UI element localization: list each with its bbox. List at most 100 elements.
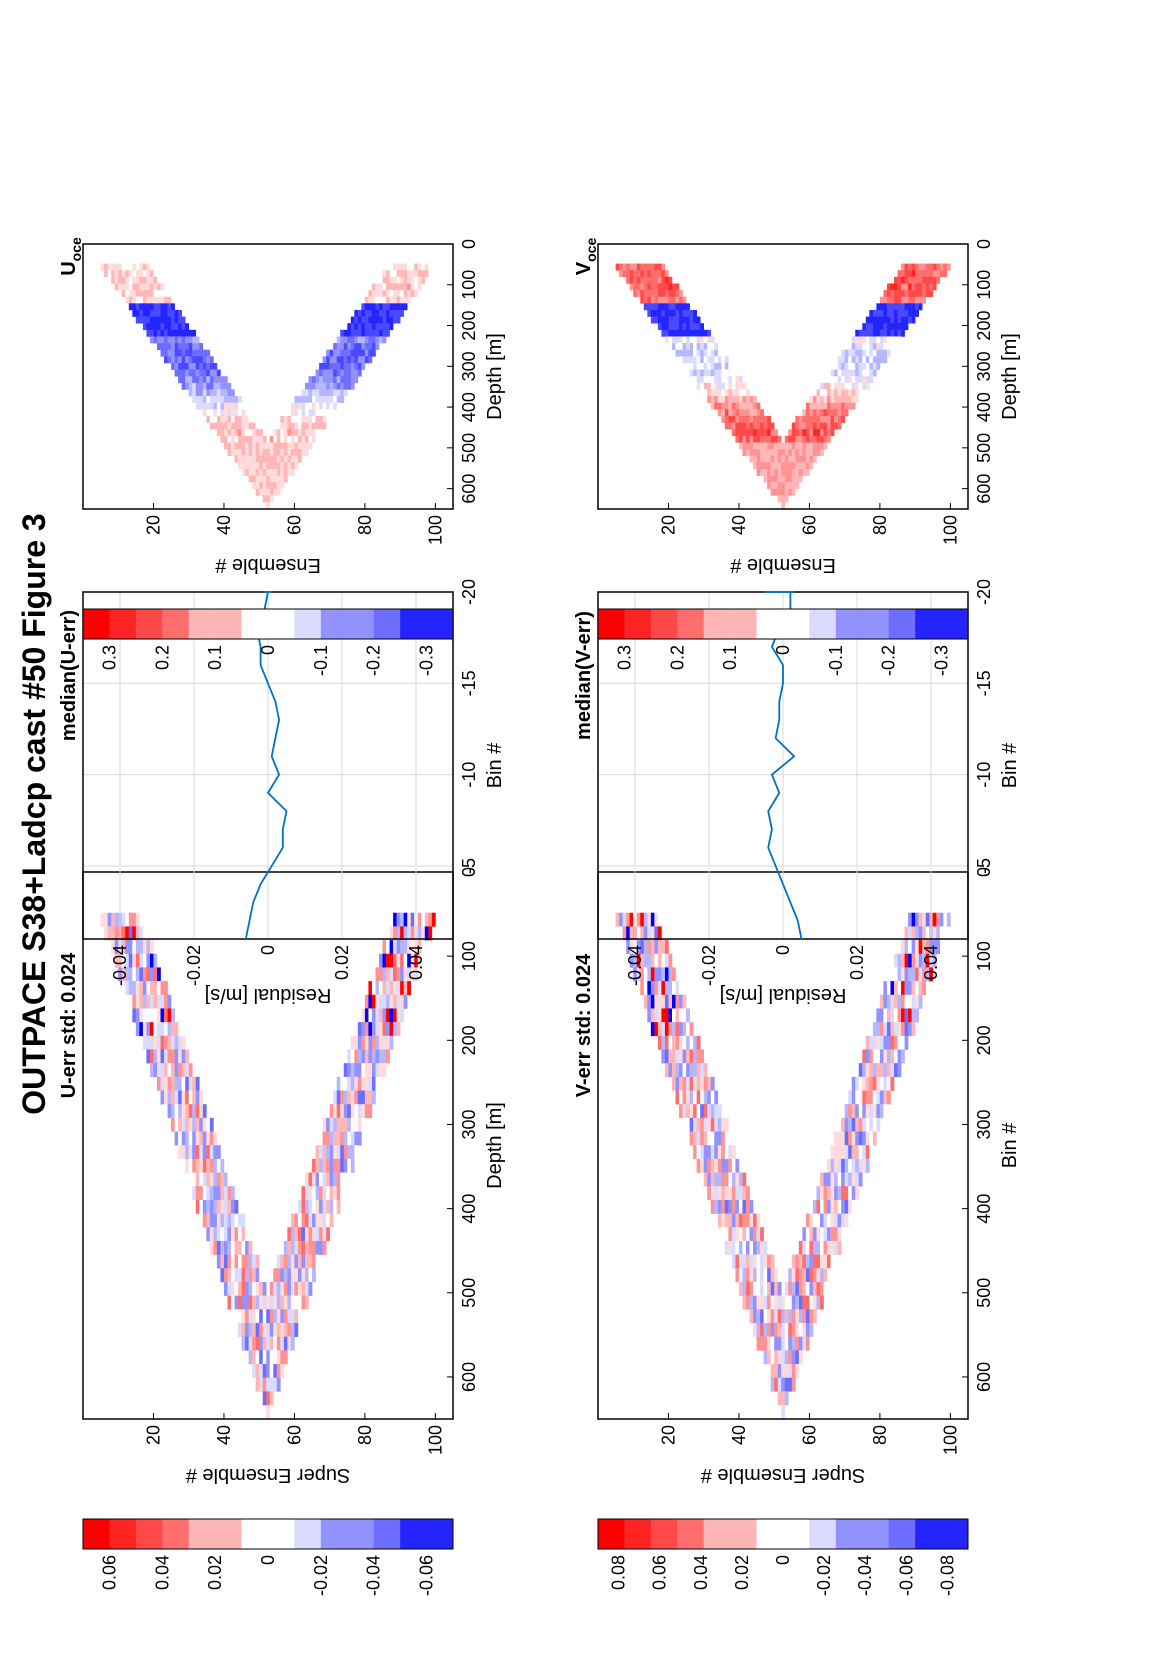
colorbar-cell — [888, 609, 916, 639]
heatmap-cell — [865, 1035, 870, 1050]
heatmap-cell — [347, 343, 352, 350]
heatmap-cell — [276, 435, 281, 443]
heatmap-cell — [417, 940, 422, 955]
heatmap-cell — [379, 1063, 383, 1078]
heatmap-cell — [192, 1090, 197, 1105]
heatmap-cell — [682, 323, 687, 331]
panel-title: Voce — [573, 238, 599, 276]
heatmap-cell — [350, 1117, 355, 1132]
heatmap-cell — [393, 303, 397, 311]
heatmap-cell — [894, 1022, 898, 1037]
heatmap-cell — [816, 1281, 821, 1296]
heatmap-cell — [185, 349, 190, 357]
heatmap-cell — [858, 1076, 863, 1091]
heatmap-cell — [788, 435, 793, 443]
heatmap-cell — [798, 1309, 803, 1324]
heatmap-cell — [735, 429, 740, 437]
heatmap-cell — [153, 1035, 158, 1050]
heatmap-cell — [703, 382, 708, 390]
heatmap-cell — [181, 1117, 186, 1132]
heatmap-cell — [276, 1281, 281, 1296]
heatmap-cell — [305, 1268, 309, 1283]
heatmap-cell — [329, 362, 334, 370]
heatmap-cell — [220, 429, 225, 437]
colorbar-tick-label: 0.2 — [152, 645, 172, 670]
heatmap-cell — [643, 263, 648, 271]
heatmap-cell — [795, 462, 800, 470]
heatmap-cell — [922, 270, 927, 278]
heatmap-cell — [375, 1049, 380, 1064]
heatmap-cell — [816, 1213, 821, 1228]
y-axis-label: Bin # — [999, 742, 1021, 788]
heatmap-cell — [167, 1076, 172, 1091]
heatmap-cell — [943, 270, 948, 278]
heatmap-cell — [735, 415, 740, 423]
heatmap-cell — [371, 1049, 376, 1064]
heatmap-cell — [717, 1158, 722, 1173]
heatmap-cell — [689, 369, 694, 377]
heatmap-cell — [862, 1090, 867, 1105]
heatmap-cell — [290, 1254, 295, 1269]
heatmap-cell — [216, 1213, 221, 1228]
heatmap-cell — [294, 462, 299, 470]
heatmap-cell — [188, 1172, 193, 1187]
heatmap-cell — [199, 1131, 204, 1146]
heatmap-cell — [333, 356, 338, 364]
heatmap-cell — [326, 415, 330, 423]
heatmap-cell — [315, 1186, 320, 1201]
heatmap-cell — [791, 1350, 796, 1365]
heatmap-cell — [121, 290, 126, 297]
heatmap-cell — [717, 402, 722, 410]
heatmap-cell — [805, 409, 810, 417]
heatmap-cell — [364, 303, 369, 311]
heatmap-cell — [132, 290, 137, 297]
heatmap-cell — [160, 1022, 165, 1037]
heatmap-cell — [403, 290, 408, 297]
heatmap-cell — [368, 1049, 373, 1064]
heatmap-cell — [382, 276, 387, 284]
heatmap-cell — [837, 415, 842, 423]
heatmap-cell — [805, 422, 810, 430]
heatmap-cell — [273, 1295, 278, 1310]
heatmap-cell — [371, 316, 376, 324]
heatmap-cell — [178, 1145, 182, 1160]
heatmap-cell — [834, 376, 838, 384]
heatmap-cell — [266, 475, 271, 483]
heatmap-cell — [368, 356, 373, 364]
heatmap-cell — [266, 482, 271, 490]
heatmap-cell — [760, 1281, 764, 1296]
heatmap-cell — [343, 362, 348, 370]
colorbar-cell — [835, 609, 863, 639]
heatmap-cell — [223, 409, 228, 417]
heatmap-cell — [361, 1008, 366, 1023]
heatmap-cell — [834, 382, 838, 390]
colorbar-cell — [400, 609, 427, 639]
heatmap-cell — [308, 415, 313, 423]
heatmap-cell — [657, 309, 662, 317]
heatmap-cell — [128, 263, 133, 271]
heatmap-cell — [167, 336, 172, 344]
heatmap-cell — [361, 303, 366, 311]
heatmap-cell — [379, 981, 383, 996]
heatmap-cell — [121, 276, 126, 284]
heatmap-cell — [220, 1186, 225, 1201]
heatmap-cell — [245, 1322, 249, 1337]
heatmap-cell — [350, 1076, 355, 1091]
heatmap-cell — [414, 290, 419, 297]
heatmap-cell — [805, 402, 810, 410]
heatmap-cell — [855, 329, 860, 337]
heatmap-cell — [142, 323, 147, 331]
heatmap-cell — [252, 422, 256, 430]
heatmap-cell — [297, 1281, 302, 1296]
heatmap-cell — [139, 953, 144, 968]
median-line — [764, 591, 803, 940]
heatmap-cell — [146, 1008, 151, 1023]
heatmap-cell — [664, 967, 669, 982]
heatmap-cell — [636, 290, 641, 297]
heatmap-cell — [834, 1227, 838, 1242]
heatmap-cell — [721, 415, 726, 423]
heatmap-cell — [929, 283, 934, 291]
heatmap-cell — [929, 953, 934, 968]
heatmap-cell — [231, 1254, 235, 1269]
heatmap-cell — [216, 1199, 221, 1214]
